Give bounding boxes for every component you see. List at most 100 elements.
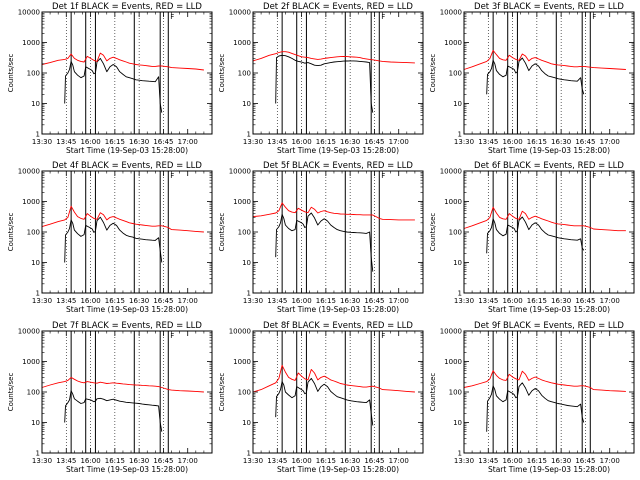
marker-label: F bbox=[170, 13, 174, 21]
panel-title: Det 9f BLACK = Events, RED = LLD bbox=[474, 321, 624, 331]
series-line-lld bbox=[41, 205, 204, 233]
panel-title: Det 7f BLACK = Events, RED = LLD bbox=[52, 321, 202, 331]
series-line-events bbox=[486, 57, 585, 95]
y-tick-label: 10000 bbox=[18, 9, 40, 17]
y-tick-label: 10 bbox=[453, 419, 462, 427]
x-tick-label: 16:30 bbox=[551, 138, 571, 146]
y-tick-label: 100 bbox=[238, 389, 251, 397]
y-tick-label: 10000 bbox=[229, 9, 251, 17]
x-tick-label: 17:00 bbox=[389, 457, 409, 465]
x-tick-label: 17:00 bbox=[600, 138, 620, 146]
x-tick-label: 16:15 bbox=[316, 297, 336, 305]
x-tick-label: 16:30 bbox=[129, 138, 149, 146]
series-line-lld bbox=[463, 370, 626, 392]
series-line-events bbox=[486, 216, 585, 254]
x-tick-label: 16:15 bbox=[527, 457, 547, 465]
series-line-events bbox=[275, 212, 374, 272]
y-tick-label: 1 bbox=[458, 290, 462, 298]
panel-grid: Det 1f BLACK = Events, RED = LLDF1101001… bbox=[7, 2, 635, 474]
series-line-events bbox=[486, 382, 585, 432]
y-tick-label: 100 bbox=[27, 389, 40, 397]
y-axis-label: Counts/sec bbox=[429, 373, 437, 412]
x-tick-label: 16:15 bbox=[316, 457, 336, 465]
series-line-lld bbox=[41, 52, 204, 71]
x-tick-label: 16:45 bbox=[153, 457, 173, 465]
x-tick-label: 13:45 bbox=[56, 138, 76, 146]
x-tick-label: 13:45 bbox=[478, 297, 498, 305]
x-tick-label: 16:00 bbox=[80, 457, 100, 465]
y-tick-label: 1 bbox=[36, 290, 40, 298]
x-tick-label: 16:45 bbox=[575, 297, 595, 305]
x-tick-label: 17:00 bbox=[600, 457, 620, 465]
y-tick-label: 10 bbox=[31, 100, 40, 108]
series-line-events bbox=[64, 57, 163, 113]
y-tick-label: 10 bbox=[31, 259, 40, 267]
y-tick-label: 1 bbox=[458, 131, 462, 139]
panel-title: Det 6f BLACK = Events, RED = LLD bbox=[474, 161, 624, 171]
y-axis-label: Counts/sec bbox=[429, 54, 437, 93]
x-tick-label: 16:30 bbox=[551, 297, 571, 305]
x-tick-label: 16:45 bbox=[153, 297, 173, 305]
y-tick-label: 1000 bbox=[444, 198, 462, 206]
x-tick-label: 16:15 bbox=[105, 297, 125, 305]
panel-title: Det 3f BLACK = Events, RED = LLD bbox=[474, 2, 624, 12]
y-tick-label: 10000 bbox=[229, 168, 251, 176]
x-axis-label: Start Time (19-Sep-03 15:28:00) bbox=[277, 146, 399, 155]
y-axis-label: Counts/sec bbox=[7, 54, 15, 93]
y-tick-label: 10000 bbox=[18, 328, 40, 336]
x-tick-label: 13:45 bbox=[267, 138, 287, 146]
x-tick-label: 13:45 bbox=[478, 138, 498, 146]
x-tick-label: 16:00 bbox=[291, 457, 311, 465]
x-tick-label: 16:00 bbox=[502, 138, 522, 146]
y-tick-label: 100 bbox=[238, 70, 251, 78]
x-tick-label: 17:00 bbox=[389, 138, 409, 146]
x-tick-label: 17:00 bbox=[178, 138, 198, 146]
series-line-events bbox=[275, 377, 374, 426]
series-line-events bbox=[64, 390, 163, 432]
x-tick-label: 13:30 bbox=[243, 457, 263, 465]
y-tick-label: 100 bbox=[449, 70, 462, 78]
marker-label: F bbox=[381, 172, 385, 180]
y-tick-label: 1000 bbox=[22, 358, 40, 366]
y-axis-label: Counts/sec bbox=[218, 213, 226, 252]
x-tick-label: 16:15 bbox=[105, 457, 125, 465]
x-tick-label: 13:45 bbox=[267, 297, 287, 305]
y-tick-label: 100 bbox=[27, 229, 40, 237]
y-tick-label: 10000 bbox=[229, 328, 251, 336]
marker-label: F bbox=[170, 172, 174, 180]
x-axis-label: Start Time (19-Sep-03 15:28:00) bbox=[488, 465, 610, 474]
y-axis-label: Counts/sec bbox=[7, 373, 15, 412]
x-tick-label: 16:45 bbox=[153, 138, 173, 146]
marker-label: F bbox=[592, 13, 596, 21]
y-tick-label: 1 bbox=[247, 450, 251, 458]
series-line-lld bbox=[252, 51, 415, 64]
y-tick-label: 10 bbox=[31, 419, 40, 427]
y-tick-label: 1 bbox=[247, 290, 251, 298]
x-tick-label: 16:45 bbox=[364, 297, 384, 305]
series-line-lld bbox=[463, 206, 626, 232]
marker-label: F bbox=[381, 332, 385, 340]
x-tick-label: 13:30 bbox=[454, 457, 474, 465]
y-tick-label: 10000 bbox=[18, 168, 40, 176]
y-tick-label: 100 bbox=[449, 229, 462, 237]
x-tick-label: 16:00 bbox=[291, 138, 311, 146]
y-tick-label: 10000 bbox=[440, 168, 462, 176]
x-tick-label: 13:30 bbox=[32, 297, 52, 305]
x-tick-label: 16:45 bbox=[575, 457, 595, 465]
x-tick-label: 16:30 bbox=[129, 297, 149, 305]
x-tick-label: 13:30 bbox=[454, 297, 474, 305]
y-tick-label: 1000 bbox=[22, 198, 40, 206]
marker-label: F bbox=[381, 13, 385, 21]
y-tick-label: 10000 bbox=[440, 9, 462, 17]
x-tick-label: 16:30 bbox=[551, 457, 571, 465]
x-tick-label: 16:45 bbox=[364, 457, 384, 465]
y-tick-label: 10 bbox=[242, 259, 251, 267]
y-axis-label: Counts/sec bbox=[429, 213, 437, 252]
